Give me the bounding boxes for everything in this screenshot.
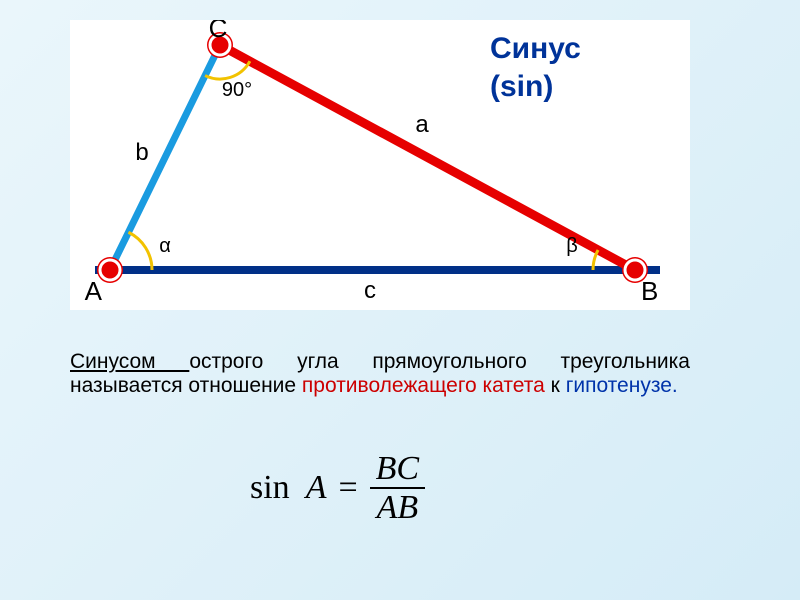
- side-label-a: a: [415, 111, 429, 138]
- vertex-label-c: C: [209, 20, 228, 43]
- vertex-core-b: [628, 263, 642, 277]
- angle-label-b: β: [566, 235, 578, 257]
- formula-func: sin: [250, 469, 290, 507]
- side-label-c: c: [364, 277, 376, 304]
- title-line2: (sin): [490, 68, 581, 106]
- formula-num: BC: [370, 450, 425, 489]
- formula-eq: =: [338, 469, 357, 507]
- vertex-core-a: [103, 263, 117, 277]
- formula-den: AB: [371, 489, 425, 526]
- angle-label-a: α: [159, 235, 171, 257]
- vertex-label-b: B: [641, 276, 658, 306]
- triangle-svg: A B Cc b a α β 90°: [70, 20, 690, 310]
- side-label-b: b: [135, 139, 148, 166]
- definition-text: Синусом острого угла прямоугольного треу…: [70, 350, 690, 398]
- title-line1: Синус: [490, 30, 581, 68]
- vertex-label-a: A: [85, 276, 103, 306]
- formula: sin A = BC AB: [250, 450, 550, 527]
- angle-arc-a: [128, 232, 152, 270]
- diagram-container: A B Cc b a α β 90°: [70, 20, 690, 310]
- title: Синус (sin): [490, 30, 581, 105]
- formula-arg: A: [306, 469, 327, 507]
- formula-fraction: BC AB: [370, 450, 425, 527]
- angle-label-c: 90°: [222, 79, 252, 101]
